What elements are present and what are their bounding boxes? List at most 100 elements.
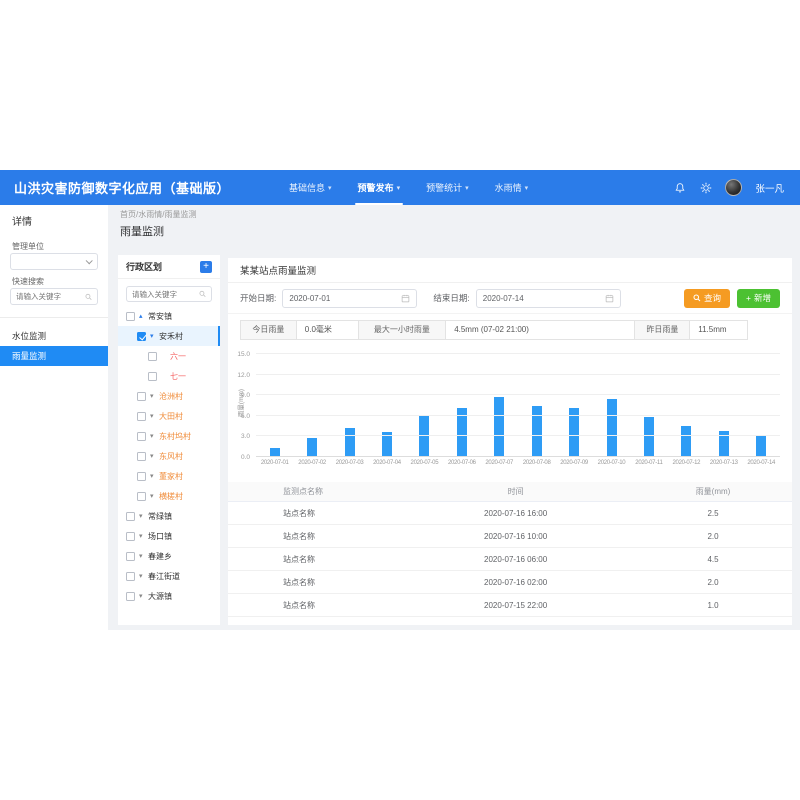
rainfall-card: 某某站点雨量监测 开始日期: 结束日期: 查询 + 新增 [228, 258, 792, 625]
sidebar-item-雨量监测[interactable]: 雨量监测 [0, 346, 108, 366]
checkbox[interactable] [126, 311, 135, 321]
caret-icon[interactable]: ▾ [139, 512, 143, 520]
checkbox[interactable] [137, 331, 146, 341]
query-button[interactable]: 查询 [684, 288, 731, 308]
table-cell: 4.5 [707, 554, 719, 564]
caret-icon[interactable]: ▾ [139, 572, 143, 580]
tree-node-label: 六一 [170, 351, 186, 361]
checkbox[interactable] [137, 451, 146, 461]
checkbox[interactable] [137, 431, 146, 441]
start-date-input[interactable] [282, 288, 418, 308]
y-tick-label: 12.0 [237, 371, 250, 379]
checkbox[interactable] [126, 591, 135, 601]
checkbox[interactable] [126, 571, 135, 581]
tree-node[interactable]: ▾ 春建乡 [118, 546, 220, 566]
bar-column [668, 354, 705, 457]
checkbox[interactable] [126, 531, 135, 541]
tree-node[interactable]: ▾ 常绿镇 [118, 506, 220, 526]
tree-node-label: 安禾村 [159, 331, 183, 341]
stats-bar: 今日雨量 0.0毫米 最大一小时雨量 4.5mm (07-02 21:00) 昨日雨量 1… [240, 320, 748, 340]
tree-node[interactable]: ▾ 横槎村 [118, 486, 220, 506]
start-date-label: 开始日期: [240, 293, 277, 303]
tree-node[interactable]: ▾ 春江街道 [118, 566, 220, 586]
table-header-cell: 监测点名称 [283, 487, 323, 496]
nav-item-预警统计[interactable]: 预警统计 ▾ [413, 170, 482, 205]
table-cell: 2.5 [707, 508, 719, 518]
tree-node[interactable]: 六一 [118, 346, 220, 366]
tree-node[interactable]: ▾ 东村坞村 [118, 426, 220, 446]
tree-search-input[interactable] [132, 289, 199, 299]
checkbox[interactable] [137, 391, 146, 401]
bar [756, 436, 767, 457]
checkbox[interactable] [137, 411, 146, 421]
y-tick-label: 15.0 [237, 351, 250, 358]
tree-node[interactable]: ▾ 董家村 [118, 466, 220, 486]
table-cell: 2.0 [707, 531, 719, 541]
nav-item-水雨情[interactable]: 水雨情 ▾ [482, 170, 542, 205]
bar [456, 407, 467, 457]
table-header-cell: 时间 [507, 487, 524, 496]
tree-header: 行政区划 + [118, 255, 220, 279]
nav-item-label: 预警发布 [357, 183, 394, 193]
sidebar-search-input[interactable] [16, 292, 85, 301]
tree-node[interactable]: ▾ 场口镇 [118, 526, 220, 546]
caret-icon[interactable]: ▾ [150, 492, 154, 500]
checkbox[interactable] [126, 551, 135, 561]
end-date-input[interactable] [475, 288, 621, 308]
gear-icon[interactable] [699, 181, 712, 194]
tree-node-label: 东风村 [159, 451, 183, 461]
tree-node[interactable]: ▴ 常安镇 [118, 306, 220, 326]
caret-icon[interactable]: ▾ [150, 452, 154, 460]
quick-search-label: 快速搜索 [12, 277, 44, 286]
nav-item-基础信息[interactable]: 基础信息 ▾ [276, 170, 345, 205]
bar-column [593, 354, 630, 457]
checkbox[interactable] [148, 371, 157, 381]
x-tick-label: 2020-07-02 [298, 460, 326, 466]
checkbox[interactable] [137, 491, 146, 501]
bar-column [630, 354, 667, 457]
y-tick-label: 9.0 [240, 392, 250, 400]
bell-icon[interactable] [673, 181, 686, 194]
plus-icon[interactable]: + [200, 260, 212, 273]
add-button[interactable]: + 新增 [737, 288, 780, 308]
sidebar-item-水位监测[interactable]: 水位监测 [12, 331, 47, 341]
rainfall-chart: 雨量(mm) 0.0 3.0 6.0 9.0 12.0 15.0 2020-07-01 20… [228, 348, 792, 478]
caret-icon[interactable]: ▾ [139, 592, 143, 600]
caret-icon[interactable]: ▾ [150, 332, 154, 340]
bar-column [742, 354, 779, 457]
nav-item-预警发布[interactable]: 预警发布 ▾ [345, 170, 414, 205]
end-date-value[interactable] [482, 293, 605, 303]
add-button-label: 新增 [753, 293, 771, 303]
manage-unit-select[interactable] [10, 253, 98, 270]
checkbox[interactable] [137, 471, 146, 481]
tree-node-label: 春江街道 [148, 571, 180, 581]
user-name[interactable]: 张一凡 [755, 183, 784, 195]
table-cell: 站点名称 [283, 531, 315, 541]
card-header: 某某站点雨量监测 [228, 258, 792, 283]
filter-row: 开始日期: 结束日期: 查询 + 新增 [228, 283, 792, 314]
caret-icon[interactable]: ▾ [150, 472, 154, 480]
caret-icon[interactable]: ▾ [139, 532, 143, 540]
user-avatar[interactable] [725, 179, 743, 196]
caret-icon[interactable]: ▾ [150, 412, 154, 420]
caret-icon[interactable]: ▴ [139, 312, 143, 320]
checkbox[interactable] [126, 511, 135, 521]
tree-node[interactable]: ▾ 安禾村 [118, 326, 220, 346]
caret-icon[interactable]: ▾ [150, 432, 154, 440]
start-date-value[interactable] [289, 293, 402, 303]
tree-node-label: 常绿镇 [148, 511, 172, 521]
nav-item-label: 基础信息 [289, 183, 326, 193]
tree-node[interactable]: 七一 [118, 366, 220, 386]
y-tick-label: 3.0 [240, 433, 250, 441]
gridline [256, 373, 780, 375]
tree-node[interactable]: ▾ 大田村 [118, 406, 220, 426]
checkbox[interactable] [148, 351, 157, 361]
table-cell: 2020-07-15 22:00 [484, 600, 548, 610]
caret-icon[interactable]: ▾ [139, 552, 143, 560]
caret-icon[interactable]: ▾ [150, 392, 154, 400]
tree-node[interactable]: ▾ 大源镇 [118, 586, 220, 606]
tree-node[interactable]: ▾ 沧洲村 [118, 386, 220, 406]
tree-node[interactable]: ▾ 东风村 [118, 446, 220, 466]
table-cell: 2020-07-16 16:00 [484, 508, 548, 518]
tree-title: 行政区划 [126, 262, 163, 272]
